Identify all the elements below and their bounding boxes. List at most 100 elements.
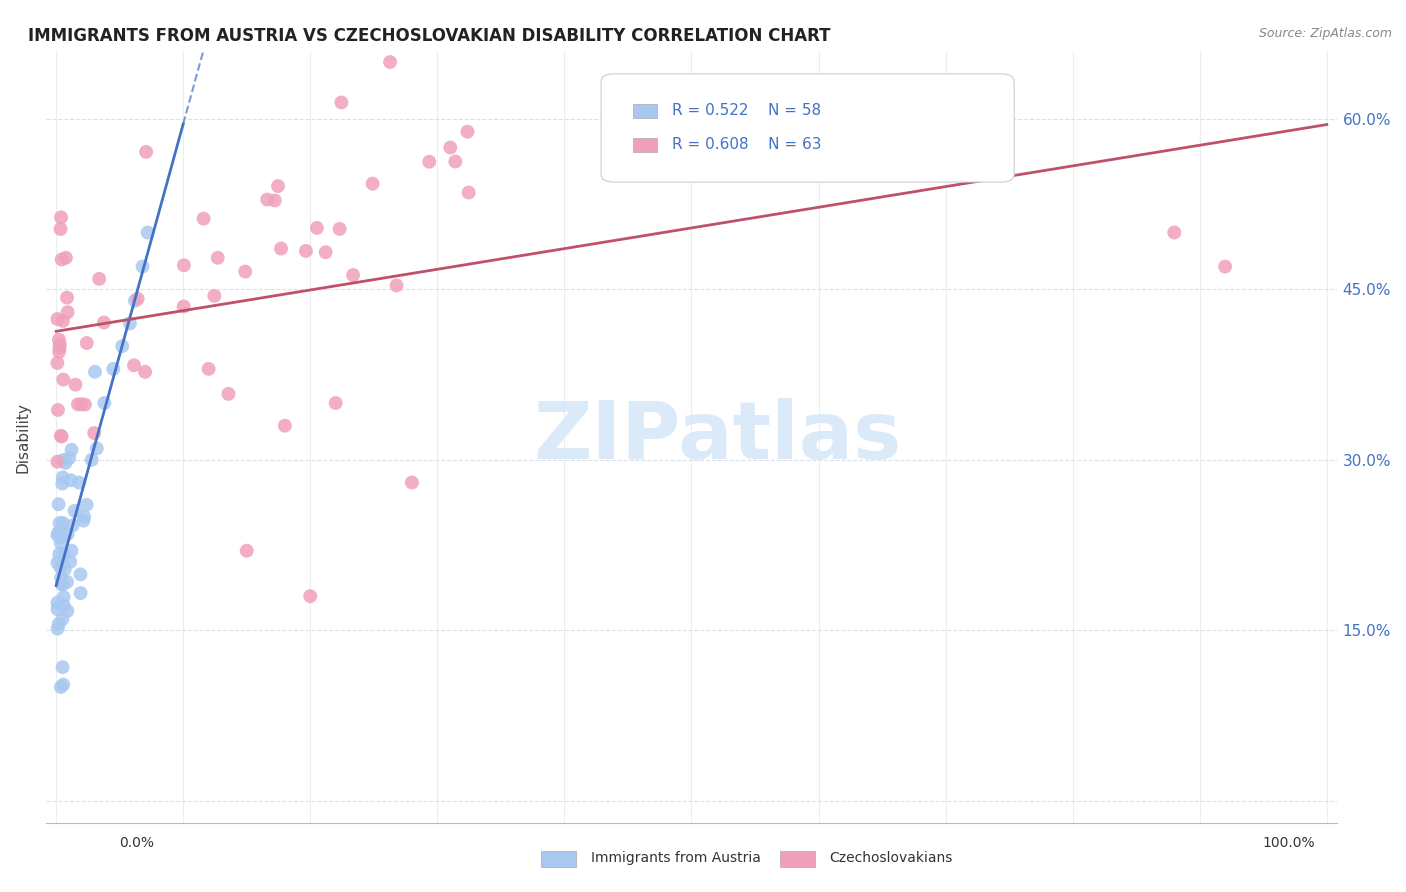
Point <box>325 396 347 410</box>
Point <box>118 317 141 331</box>
Point <box>1163 226 1185 240</box>
Point <box>51 429 73 443</box>
Point <box>49 211 72 225</box>
Point <box>52 470 75 484</box>
Point <box>46 602 69 616</box>
Point <box>56 604 79 618</box>
Text: Source: ZipAtlas.com: Source: ZipAtlas.com <box>1258 27 1392 40</box>
Point <box>49 222 72 236</box>
Point <box>295 244 318 258</box>
Point <box>52 516 75 530</box>
Point <box>263 194 285 208</box>
Point <box>59 555 82 569</box>
Point <box>46 455 69 469</box>
Point <box>135 145 157 159</box>
Point <box>46 403 69 417</box>
Point <box>55 251 77 265</box>
Text: ZIPatlas: ZIPatlas <box>533 398 901 476</box>
Point <box>56 527 79 541</box>
Point <box>197 362 219 376</box>
Point <box>49 560 72 574</box>
Point <box>48 547 70 561</box>
Point <box>46 356 69 370</box>
Point <box>48 333 70 347</box>
Point <box>256 193 278 207</box>
Point <box>49 525 72 540</box>
Point <box>51 476 73 491</box>
Point <box>270 242 292 256</box>
Point <box>69 567 91 582</box>
Point <box>207 251 229 265</box>
Point <box>457 186 479 200</box>
Point <box>53 547 76 561</box>
Point <box>457 125 479 139</box>
Point <box>1213 260 1236 274</box>
Point <box>80 452 103 467</box>
Point <box>51 660 73 674</box>
Text: 0.0%: 0.0% <box>120 836 155 850</box>
Point <box>46 622 69 636</box>
Point <box>51 578 73 592</box>
Point <box>267 179 290 194</box>
Point <box>49 571 72 585</box>
Point <box>48 344 70 359</box>
Point <box>385 278 408 293</box>
Point <box>233 264 256 278</box>
Point <box>69 586 91 600</box>
Point <box>217 387 239 401</box>
Point <box>131 260 153 274</box>
Point <box>52 678 75 692</box>
Point <box>48 525 70 540</box>
Point <box>134 365 156 379</box>
Point <box>46 312 69 326</box>
Point <box>51 252 73 267</box>
Point <box>48 337 70 351</box>
Point <box>56 291 79 305</box>
Point <box>72 514 94 528</box>
Point <box>73 509 96 524</box>
Point <box>305 221 328 235</box>
Point <box>124 293 146 308</box>
Point <box>173 300 195 314</box>
Point <box>49 536 72 550</box>
Point <box>70 397 93 411</box>
Point <box>49 680 72 694</box>
Point <box>52 373 75 387</box>
Point <box>418 154 440 169</box>
Point <box>53 562 76 576</box>
Point <box>401 475 423 490</box>
Point <box>60 442 83 457</box>
Point <box>46 596 69 610</box>
Point <box>202 289 225 303</box>
Point <box>93 316 115 330</box>
Point <box>73 398 96 412</box>
Point <box>122 359 145 373</box>
Point <box>329 222 352 236</box>
Point <box>51 612 73 626</box>
Point <box>361 177 384 191</box>
Point <box>48 497 70 511</box>
Point <box>193 211 215 226</box>
Point <box>46 556 69 570</box>
Point <box>51 555 73 569</box>
Point <box>136 226 159 240</box>
Point <box>76 336 98 351</box>
FancyBboxPatch shape <box>602 74 1014 182</box>
Text: 100.0%: 100.0% <box>1263 836 1315 850</box>
Point <box>444 154 467 169</box>
Text: IMMIGRANTS FROM AUSTRIA VS CZECHOSLOVAKIAN DISABILITY CORRELATION CHART: IMMIGRANTS FROM AUSTRIA VS CZECHOSLOVAKI… <box>28 27 831 45</box>
Text: R = 0.522    N = 58: R = 0.522 N = 58 <box>672 103 821 119</box>
FancyBboxPatch shape <box>633 138 657 152</box>
Point <box>48 617 70 632</box>
Point <box>52 590 75 604</box>
Point <box>48 341 70 355</box>
Point <box>60 543 83 558</box>
Point <box>53 599 76 613</box>
Point <box>67 475 90 490</box>
Point <box>48 525 70 540</box>
Point <box>51 576 73 591</box>
Point <box>83 425 105 440</box>
Point <box>60 473 83 487</box>
Point <box>439 140 461 154</box>
Point <box>330 95 353 110</box>
